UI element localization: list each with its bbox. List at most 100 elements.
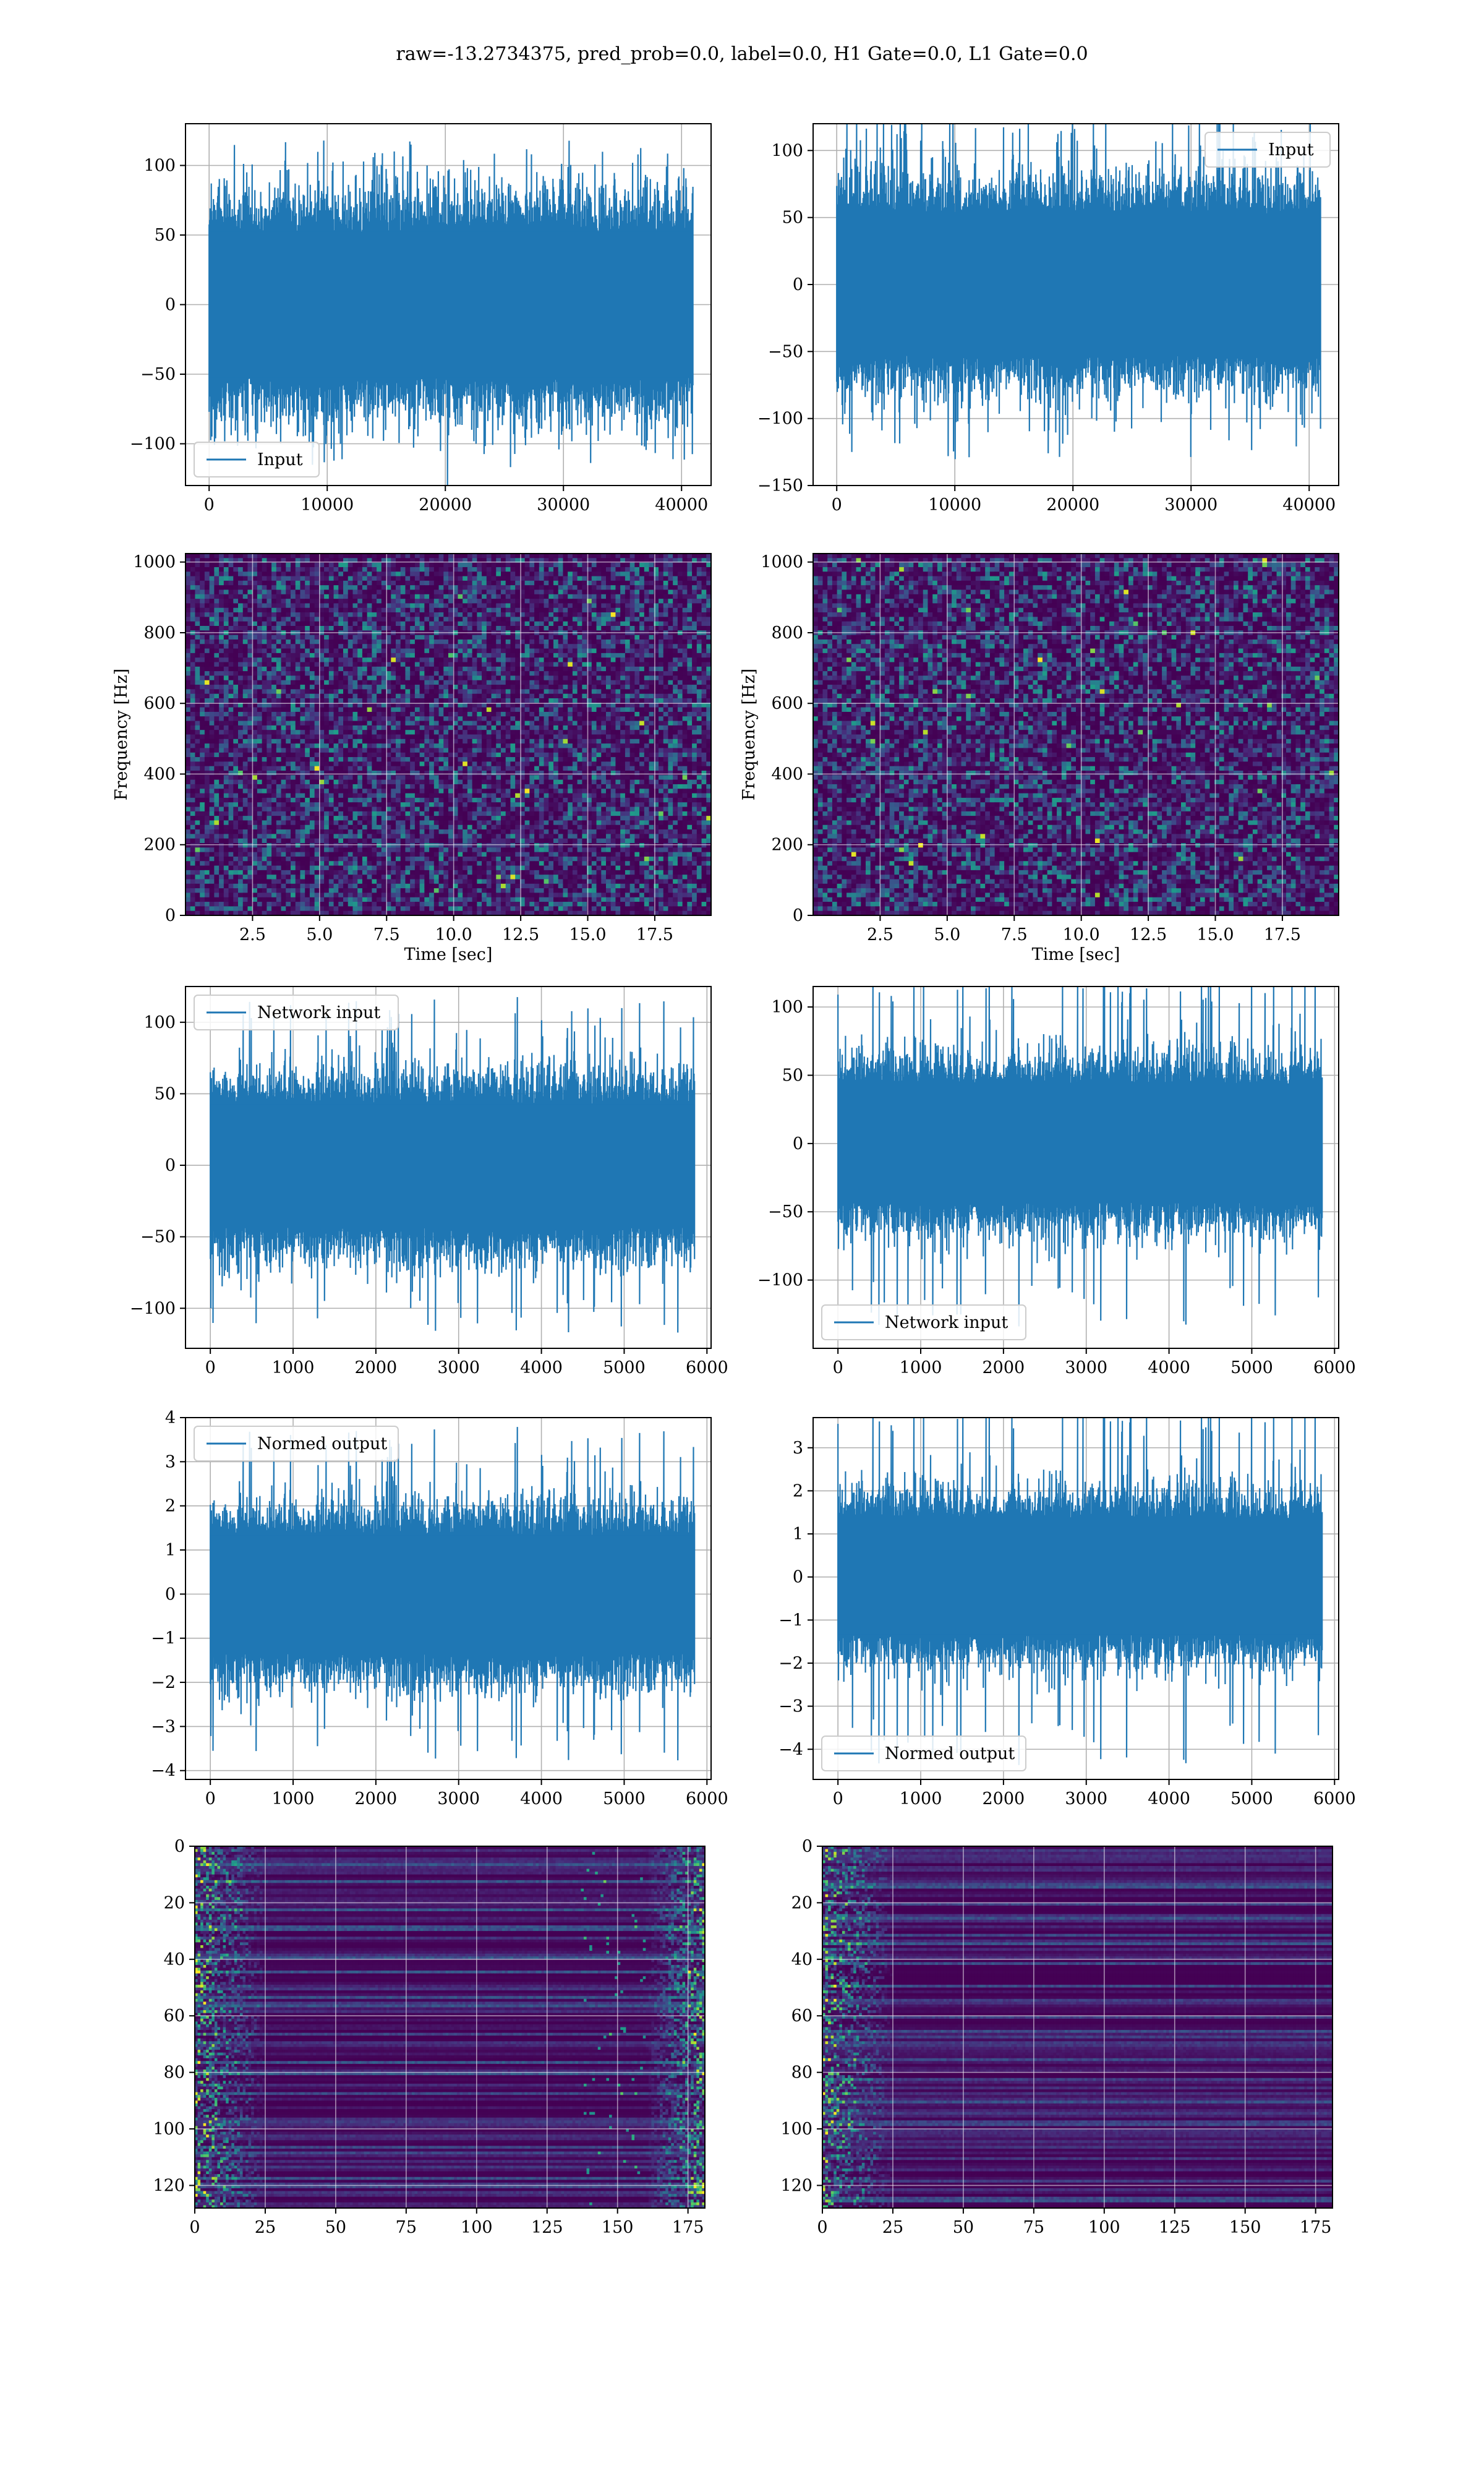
subplot-spec-l1: 2.5 5.0 7.5 10.0 12.5 15.0 17.5020040060080010… — [740, 553, 1339, 964]
y-tick-label: −4 — [151, 1761, 176, 1781]
x-tick-label: 0 — [833, 1789, 843, 1808]
y-tick-label: 80 — [164, 2063, 185, 2082]
x-tick-label: 175 — [1300, 2218, 1332, 2237]
y-tick-label: 4 — [165, 1408, 176, 1427]
legend: Input — [1205, 132, 1330, 167]
x-tick-label: 0 — [205, 1358, 216, 1377]
y-tick-label: −3 — [778, 1697, 803, 1716]
y-tick-label: 100 — [780, 2120, 812, 2139]
x-tick-label: 3000 — [437, 1789, 480, 1808]
x-tick-label: 10000 — [928, 495, 981, 515]
x-tick-label: 2000 — [983, 1789, 1025, 1808]
x-tick-label: 0 — [817, 2218, 827, 2237]
y-tick-label: 100 — [143, 156, 176, 176]
y-tick-label: 100 — [153, 2120, 185, 2139]
y-tick-label: 3 — [165, 1452, 176, 1471]
x-tick-label: 0 — [189, 2218, 200, 2237]
x-tick-label: 6000 — [1313, 1358, 1356, 1377]
heatmap-cells — [813, 554, 1339, 916]
x-tick-label: 125 — [1159, 2218, 1191, 2237]
y-tick-label: 100 — [771, 998, 803, 1017]
y-tick-label: −100 — [757, 1271, 803, 1290]
x-tick-label: 6000 — [1313, 1789, 1356, 1808]
x-tick-label: 75 — [1023, 2218, 1044, 2237]
x-tick-label: 25 — [882, 2218, 903, 2237]
y-tick-label: −1 — [151, 1629, 176, 1648]
legend: Normed output — [194, 1426, 398, 1461]
subplot-normed-output-h1: 0 1000 2000 3000 4000 5000 6000−4−3−2−101234No… — [151, 1408, 728, 1808]
y-tick-label: 2 — [165, 1497, 176, 1516]
x-tick-label: 75 — [396, 2218, 417, 2237]
x-tick-label: 50 — [953, 2218, 974, 2237]
y-tick-label: −3 — [151, 1717, 176, 1736]
x-tick-label: 100 — [461, 2218, 493, 2237]
y-tick-label: 50 — [155, 226, 176, 245]
x-tick-label: 6000 — [686, 1789, 728, 1808]
y-tick-label: 40 — [791, 1950, 812, 1969]
x-tick-label: 100 — [1088, 2218, 1120, 2237]
y-tick-label: 0 — [165, 1585, 176, 1604]
x-tick-label: 5.0 — [934, 925, 960, 944]
x-tick-label: 5.0 — [306, 925, 333, 944]
y-tick-label: 400 — [771, 764, 803, 784]
legend-label: Normed output — [885, 1744, 1015, 1763]
y-tick-label: −50 — [768, 1202, 803, 1222]
legend: Network input — [194, 995, 398, 1030]
y-tick-label: 2 — [793, 1481, 803, 1500]
x-tick-label: 20000 — [419, 495, 472, 515]
y-tick-label: 0 — [174, 1837, 185, 1856]
x-axis-label: Time [sec] — [1032, 945, 1120, 964]
x-tick-label: 1000 — [900, 1789, 942, 1808]
x-tick-label: 3000 — [1065, 1358, 1107, 1377]
x-tick-label: 125 — [531, 2218, 563, 2237]
y-tick-label: 120 — [780, 2176, 812, 2195]
y-tick-label: −100 — [130, 435, 176, 454]
y-tick-label: −50 — [140, 1228, 176, 1247]
y-tick-label: −2 — [778, 1654, 803, 1673]
heatmap-cells — [195, 1846, 706, 2209]
y-tick-label: −100 — [757, 409, 803, 429]
x-tick-label: 10.0 — [1063, 925, 1100, 944]
x-tick-label: 12.5 — [502, 925, 539, 944]
y-tick-label: 60 — [791, 2006, 812, 2026]
x-tick-label: 15.0 — [1196, 925, 1234, 944]
y-tick-label: 100 — [771, 141, 803, 160]
x-tick-label: 6000 — [686, 1358, 728, 1377]
heatmap-cells — [186, 554, 712, 916]
subplot-spec-h1: 2.5 5.0 7.5 10.0 12.5 15.0 17.5020040060080010… — [112, 553, 712, 964]
y-tick-label: −100 — [130, 1299, 176, 1318]
subplot-network-input-h1: 0 1000 2000 3000 4000 5000 6000−100−50050100Ne… — [130, 987, 728, 1377]
x-tick-label: 7.5 — [1001, 925, 1028, 944]
y-tick-label: 3 — [793, 1439, 803, 1458]
x-tick-label: 40000 — [1282, 495, 1336, 515]
legend-label: Input — [1268, 140, 1314, 160]
series-band — [210, 1104, 694, 1226]
x-tick-label: 7.5 — [373, 925, 400, 944]
x-tick-label: 10000 — [301, 495, 354, 515]
subplot-network-input-l1: 0 1000 2000 3000 4000 5000 6000−100−50050100Ne… — [757, 987, 1356, 1377]
y-tick-label: 800 — [143, 623, 176, 643]
x-tick-label: 50 — [325, 2218, 346, 2237]
x-tick-label: 25 — [255, 2218, 276, 2237]
y-tick-label: 60 — [164, 2006, 185, 2026]
legend-label: Normed output — [257, 1434, 387, 1453]
y-tick-label: 600 — [143, 694, 176, 713]
y-tick-label: 600 — [771, 694, 803, 713]
y-tick-label: −50 — [768, 342, 803, 361]
y-tick-label: 1000 — [133, 553, 176, 572]
series-band — [838, 1520, 1322, 1634]
y-tick-label: 200 — [771, 836, 803, 855]
x-tick-label: 1000 — [272, 1789, 315, 1808]
x-tick-label: 40000 — [655, 495, 708, 515]
legend: Network input — [822, 1305, 1026, 1340]
y-tick-label: 800 — [771, 623, 803, 643]
x-tick-label: 5000 — [603, 1358, 646, 1377]
x-tick-label: 20000 — [1046, 495, 1099, 515]
x-tick-label: 4000 — [520, 1789, 563, 1808]
y-tick-label: 120 — [153, 2176, 185, 2195]
x-tick-label: 150 — [602, 2218, 634, 2237]
y-axis-label: Frequency [Hz] — [112, 669, 131, 800]
